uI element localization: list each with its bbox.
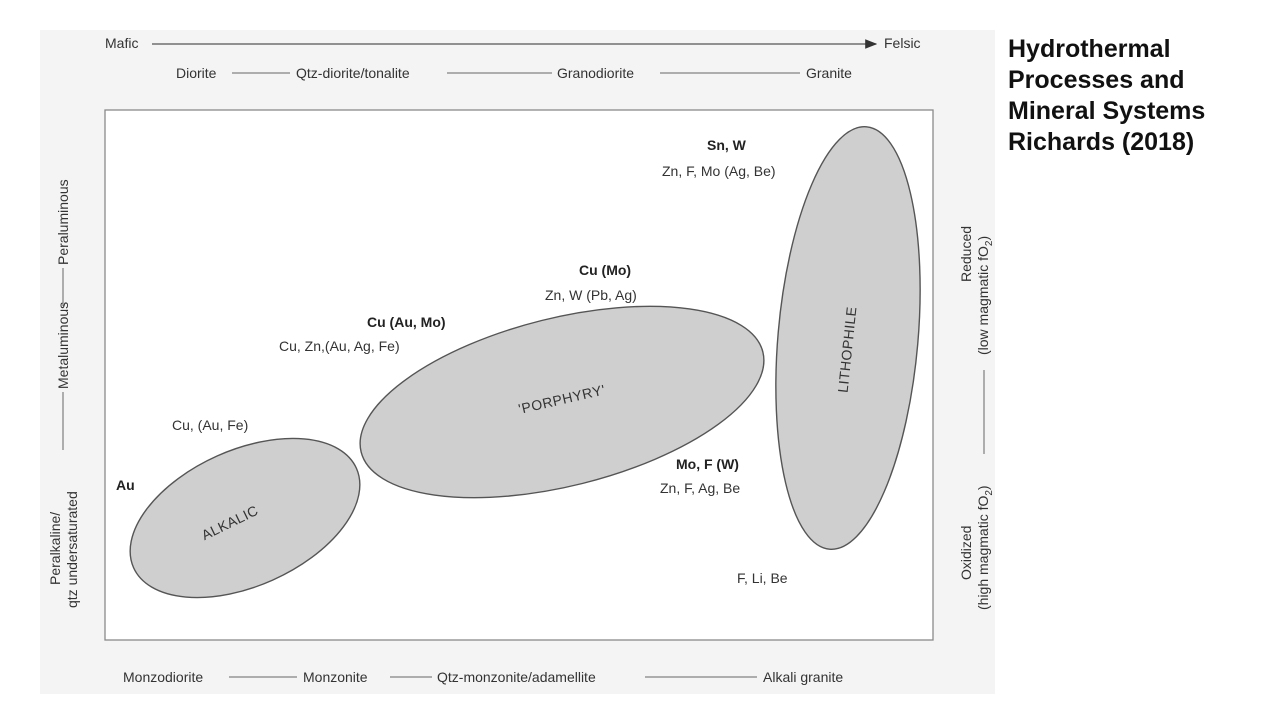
title-line-4: Richards (2018) bbox=[1008, 128, 1195, 156]
left-axis-peralkaline: Peralkaline/ bbox=[47, 512, 63, 585]
title-line-3: Mineral Systems bbox=[1008, 97, 1206, 125]
axis-felsic-label: Felsic bbox=[884, 35, 921, 51]
annotation-zn-f-mo-ag-be: Zn, F, Mo (Ag, Be) bbox=[662, 163, 776, 179]
top-rock-granite: Granite bbox=[806, 65, 852, 81]
bottom-rock-monzodiorite: Monzodiorite bbox=[123, 669, 203, 685]
annotation-f-li-be: F, Li, Be bbox=[737, 570, 788, 586]
axis-mafic-label: Mafic bbox=[105, 35, 138, 51]
left-axis-qtz-undersaturated: qtz undersaturated bbox=[64, 491, 80, 608]
annotation-zn-w-pb-ag: Zn, W (Pb, Ag) bbox=[545, 287, 637, 303]
top-rock-diorite: Diorite bbox=[176, 65, 217, 81]
ellipse-lithophile bbox=[775, 126, 921, 550]
right-axis-reduced: Reduced bbox=[958, 226, 974, 282]
right-axis-high-fo2: (high magmatic fO2) bbox=[975, 485, 995, 610]
left-axis-peraluminous: Peraluminous bbox=[55, 179, 71, 265]
bottom-rock-alkali-granite: Alkali granite bbox=[763, 669, 843, 685]
ellipse-porphyry bbox=[359, 305, 765, 499]
top-rock-qtz-diorite: Qtz-diorite/tonalite bbox=[296, 65, 410, 81]
right-axis-low-fo2: (low magmatic fO2) bbox=[975, 236, 995, 355]
annotation-zn-f-ag-be: Zn, F, Ag, Be bbox=[660, 480, 740, 496]
annotation-au: Au bbox=[116, 477, 135, 493]
annotation-mo-f-w: Mo, F (W) bbox=[676, 456, 739, 472]
annotation-sn-w: Sn, W bbox=[707, 137, 747, 153]
right-axis-oxidized: Oxidized bbox=[958, 526, 974, 580]
left-axis-metaluminous: Metaluminous bbox=[55, 302, 71, 389]
title-line-2: Processes and bbox=[1008, 66, 1185, 94]
annotation-cu-au-fe: Cu, (Au, Fe) bbox=[172, 417, 248, 433]
top-rock-granodiorite: Granodiorite bbox=[557, 65, 634, 81]
annotation-cu-zn-au-ag-fe: Cu, Zn,(Au, Ag, Fe) bbox=[279, 338, 400, 354]
annotation-cu-mo: Cu (Mo) bbox=[579, 262, 631, 278]
slide-title: Hydrothermal Processes and Mineral Syste… bbox=[1008, 34, 1270, 158]
bottom-rock-monzonite: Monzonite bbox=[303, 669, 368, 685]
title-line-1: Hydrothermal bbox=[1008, 35, 1171, 63]
bottom-rock-qtz-monzonite: Qtz-monzonite/adamellite bbox=[437, 669, 596, 685]
annotation-cu-au-mo: Cu (Au, Mo) bbox=[367, 314, 446, 330]
ellipse-alkalic bbox=[129, 437, 361, 599]
